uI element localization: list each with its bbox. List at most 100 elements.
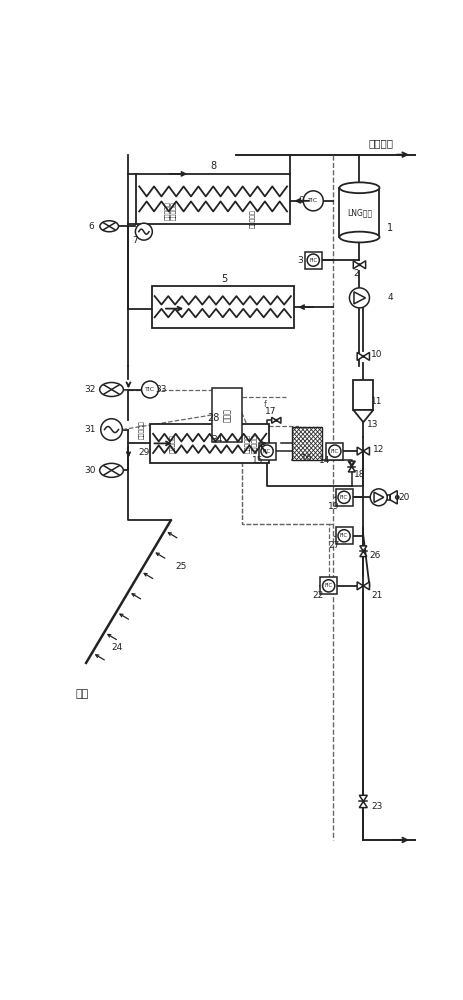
- Bar: [387, 495, 389, 500]
- Circle shape: [100, 419, 122, 440]
- Polygon shape: [275, 417, 280, 423]
- Circle shape: [350, 465, 352, 468]
- Text: FIC: FIC: [324, 583, 332, 588]
- Text: 冷气或冷冻
水等冷产品: 冷气或冷冻 水等冷产品: [164, 201, 176, 220]
- Circle shape: [275, 419, 277, 421]
- Text: 9: 9: [298, 196, 303, 205]
- Text: 30: 30: [84, 466, 96, 475]
- Polygon shape: [271, 417, 275, 423]
- Text: 阳光: 阳光: [75, 689, 89, 699]
- Polygon shape: [357, 582, 363, 590]
- Text: 接入管网: 接入管网: [368, 138, 393, 148]
- Polygon shape: [363, 582, 369, 590]
- Text: TIC: TIC: [307, 198, 318, 203]
- Ellipse shape: [100, 221, 118, 232]
- Polygon shape: [389, 491, 396, 504]
- Text: 空气或水等: 空气或水等: [139, 420, 145, 439]
- Text: FIC: FIC: [339, 495, 347, 500]
- Text: 7: 7: [131, 236, 137, 245]
- Polygon shape: [357, 352, 363, 360]
- Text: 10: 10: [370, 350, 382, 359]
- Text: 21: 21: [371, 591, 382, 600]
- Text: 2: 2: [353, 269, 359, 278]
- Text: 空气或水等: 空气或水等: [250, 209, 256, 228]
- Text: 1: 1: [386, 223, 393, 233]
- Text: 17: 17: [264, 407, 276, 416]
- Text: FIC: FIC: [308, 258, 317, 263]
- Circle shape: [362, 450, 363, 452]
- Text: 33: 33: [155, 385, 166, 394]
- Polygon shape: [359, 551, 366, 557]
- Polygon shape: [359, 546, 366, 551]
- Text: 19: 19: [328, 502, 339, 511]
- Text: 16: 16: [300, 454, 312, 463]
- Text: 11: 11: [370, 397, 382, 406]
- Ellipse shape: [339, 182, 379, 193]
- Text: LNG储罐: LNG储罐: [346, 208, 371, 217]
- Polygon shape: [352, 410, 373, 422]
- Circle shape: [357, 264, 360, 266]
- Text: 28: 28: [206, 413, 219, 423]
- Text: FIC: FIC: [339, 533, 347, 538]
- Circle shape: [362, 550, 363, 552]
- Text: 24: 24: [111, 643, 122, 652]
- Polygon shape: [358, 801, 367, 808]
- Bar: [339, 188, 379, 237]
- Text: 31: 31: [84, 425, 96, 434]
- Text: 14: 14: [319, 456, 330, 465]
- Text: 34: 34: [211, 435, 222, 444]
- Text: FIC: FIC: [263, 449, 270, 454]
- Text: 27: 27: [328, 541, 339, 550]
- Text: 6: 6: [88, 222, 94, 231]
- Polygon shape: [348, 461, 355, 466]
- Ellipse shape: [339, 232, 379, 242]
- Text: 冷气或冷冻
水等冷产品: 冷气或冷冻 水等冷产品: [245, 434, 257, 453]
- Text: 25: 25: [175, 562, 186, 571]
- Polygon shape: [363, 447, 369, 455]
- Text: 5: 5: [221, 274, 227, 284]
- Text: f: f: [263, 400, 266, 409]
- Text: 15: 15: [251, 456, 263, 465]
- Text: 29: 29: [138, 448, 149, 457]
- Bar: [292, 427, 321, 460]
- Text: TIC: TIC: [144, 387, 155, 392]
- Circle shape: [362, 585, 363, 587]
- Polygon shape: [358, 795, 367, 801]
- Bar: [151, 286, 294, 328]
- Bar: [319, 577, 337, 594]
- Circle shape: [141, 381, 158, 398]
- Circle shape: [349, 288, 369, 308]
- Ellipse shape: [100, 463, 123, 477]
- Text: 26: 26: [369, 551, 380, 560]
- Bar: [136, 174, 289, 224]
- Bar: [258, 443, 275, 460]
- Text: 控制器: 控制器: [222, 408, 231, 422]
- Text: 13: 13: [366, 420, 377, 429]
- Bar: [335, 527, 352, 544]
- Text: 4: 4: [387, 293, 392, 302]
- Ellipse shape: [100, 382, 123, 397]
- Text: 8: 8: [210, 161, 216, 171]
- Text: 12: 12: [372, 445, 383, 454]
- Circle shape: [362, 800, 363, 803]
- Text: 32: 32: [85, 385, 96, 394]
- Text: 18: 18: [353, 470, 364, 479]
- Text: 3: 3: [297, 256, 303, 265]
- Polygon shape: [348, 466, 355, 472]
- Polygon shape: [363, 352, 369, 360]
- Text: 20: 20: [398, 493, 409, 502]
- Text: 空气或水等: 空气或水等: [170, 434, 175, 453]
- Circle shape: [362, 355, 363, 358]
- Bar: [335, 489, 352, 506]
- Text: 23: 23: [371, 802, 382, 811]
- Text: FIC: FIC: [330, 449, 338, 454]
- Bar: [212, 388, 241, 442]
- Polygon shape: [352, 261, 359, 269]
- Text: 22: 22: [312, 591, 323, 600]
- Bar: [325, 443, 343, 460]
- Circle shape: [135, 223, 152, 240]
- Circle shape: [369, 489, 386, 506]
- Circle shape: [303, 191, 323, 211]
- Bar: [150, 424, 269, 463]
- Bar: [304, 252, 321, 269]
